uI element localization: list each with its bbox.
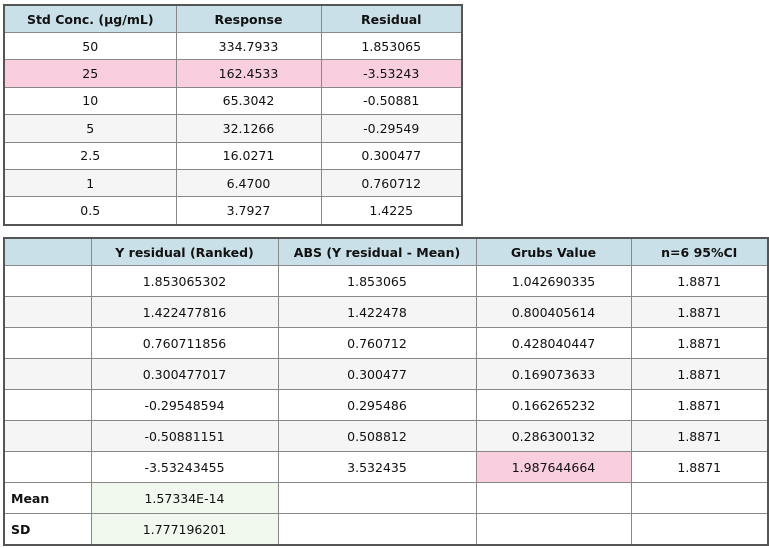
- cell: 0.760712: [320, 168, 463, 198]
- cell: 1: [3, 168, 177, 198]
- cell: 16.0271: [175, 141, 322, 170]
- cell: -0.29549: [320, 114, 463, 143]
- cell: 3.7927: [175, 196, 322, 226]
- cell: [3, 358, 92, 390]
- cell: [3, 265, 92, 297]
- header-cell: Std Conc. (µg/mL): [3, 4, 177, 33]
- row: -0.50881151 0.508812 0.286300132 1.8871: [3, 420, 769, 452]
- header-row: Y residual (Ranked) ABS (Y residual - Mea…: [3, 237, 769, 266]
- cell: -3.53243455: [90, 451, 279, 483]
- header-cell: [3, 237, 92, 266]
- cell: -0.29548594: [90, 389, 279, 421]
- cell: 0.169073633: [475, 358, 632, 390]
- row: 2.5 16.0271 0.300477: [3, 141, 463, 170]
- row: 5 32.1266 -0.29549: [3, 114, 463, 143]
- cell: 1.422477816: [90, 296, 279, 328]
- cell: 2.5: [3, 141, 177, 170]
- cell: 1.8871: [630, 420, 769, 452]
- cell: 1.8871: [630, 389, 769, 421]
- cell: 1.8871: [630, 327, 769, 359]
- cell: 1.853065: [277, 265, 477, 297]
- row: 25 162.4533 -3.53243: [3, 59, 463, 88]
- cell: -3.53243: [320, 59, 463, 88]
- cell: [630, 513, 769, 546]
- cell: 65.3042: [175, 86, 322, 116]
- summary-row: Mean 1.57334E-14: [3, 482, 769, 514]
- header-row: Std Conc. (µg/mL) Response Residual: [3, 4, 463, 33]
- cell: 0.760712: [277, 327, 477, 359]
- cell: 0.295486: [277, 389, 477, 421]
- cell: 0.286300132: [475, 420, 632, 452]
- header-cell: Grubs Value: [475, 237, 632, 266]
- cell: [630, 482, 769, 514]
- cell: 1.042690335: [475, 265, 632, 297]
- cell: 1.8871: [630, 358, 769, 390]
- cell: [277, 513, 477, 546]
- cell: 1.4225: [320, 196, 463, 226]
- cell: 0.5: [3, 196, 177, 226]
- cell: [3, 296, 92, 328]
- cell: 6.4700: [175, 168, 322, 198]
- grubbs-table: Y residual (Ranked) ABS (Y residual - Mea…: [3, 237, 769, 546]
- cell: 1.8871: [630, 265, 769, 297]
- cell: 3.532435: [277, 451, 477, 483]
- cell: [3, 451, 92, 483]
- cell: 0.300477: [277, 358, 477, 390]
- row: 0.760711856 0.760712 0.428040447 1.8871: [3, 327, 769, 359]
- row: 10 65.3042 -0.50881: [3, 86, 463, 116]
- row: 1.422477816 1.422478 0.800405614 1.8871: [3, 296, 769, 328]
- row: 50 334.7933 1.853065: [3, 31, 463, 61]
- cell: 5: [3, 114, 177, 143]
- cell: 10: [3, 86, 177, 116]
- cell: [3, 420, 92, 452]
- cell: [3, 389, 92, 421]
- cell: -0.50881151: [90, 420, 279, 452]
- row: 0.5 3.7927 1.4225: [3, 196, 463, 226]
- summary-label: SD: [3, 513, 92, 546]
- cell: 1.987644664: [475, 451, 632, 483]
- row: -0.29548594 0.295486 0.166265232 1.8871: [3, 389, 769, 421]
- cell: -0.50881: [320, 86, 463, 116]
- cell: 0.508812: [277, 420, 477, 452]
- cell: [475, 513, 632, 546]
- cell: 162.4533: [175, 59, 322, 88]
- cell: 0.300477017: [90, 358, 279, 390]
- row: 0.300477017 0.300477 0.169073633 1.8871: [3, 358, 769, 390]
- header-cell: Y residual (Ranked): [90, 237, 279, 266]
- row: 1 6.4700 0.760712: [3, 168, 463, 198]
- row: -3.53243455 3.532435 1.987644664 1.8871: [3, 451, 769, 483]
- header-cell: Response: [175, 4, 322, 33]
- cell: 1.422478: [277, 296, 477, 328]
- standards-table: Std Conc. (µg/mL) Response Residual 50 334.7…: [3, 4, 463, 226]
- header-cell: n=6 95%CI: [630, 237, 769, 266]
- summary-label: Mean: [3, 482, 92, 514]
- cell: 32.1266: [175, 114, 322, 143]
- cell: 0.428040447: [475, 327, 632, 359]
- cell: 1.8871: [630, 451, 769, 483]
- cell: 0.760711856: [90, 327, 279, 359]
- cell: 0.800405614: [475, 296, 632, 328]
- cell: 0.300477: [320, 141, 463, 170]
- row: 1.853065302 1.853065 1.042690335 1.8871: [3, 265, 769, 297]
- cell: 25: [3, 59, 177, 88]
- summary-value: 1.777196201: [90, 513, 279, 546]
- cell: [475, 482, 632, 514]
- cell: [277, 482, 477, 514]
- header-cell: ABS (Y residual - Mean): [277, 237, 477, 266]
- cell: [3, 327, 92, 359]
- header-cell: Residual: [320, 4, 463, 33]
- cell: 1.853065302: [90, 265, 279, 297]
- cell: 1.853065: [320, 31, 463, 61]
- cell: 0.166265232: [475, 389, 632, 421]
- cell: 50: [3, 31, 177, 61]
- summary-value: 1.57334E-14: [90, 482, 279, 514]
- summary-row: SD 1.777196201: [3, 513, 769, 546]
- cell: 1.8871: [630, 296, 769, 328]
- cell: 334.7933: [175, 31, 322, 61]
